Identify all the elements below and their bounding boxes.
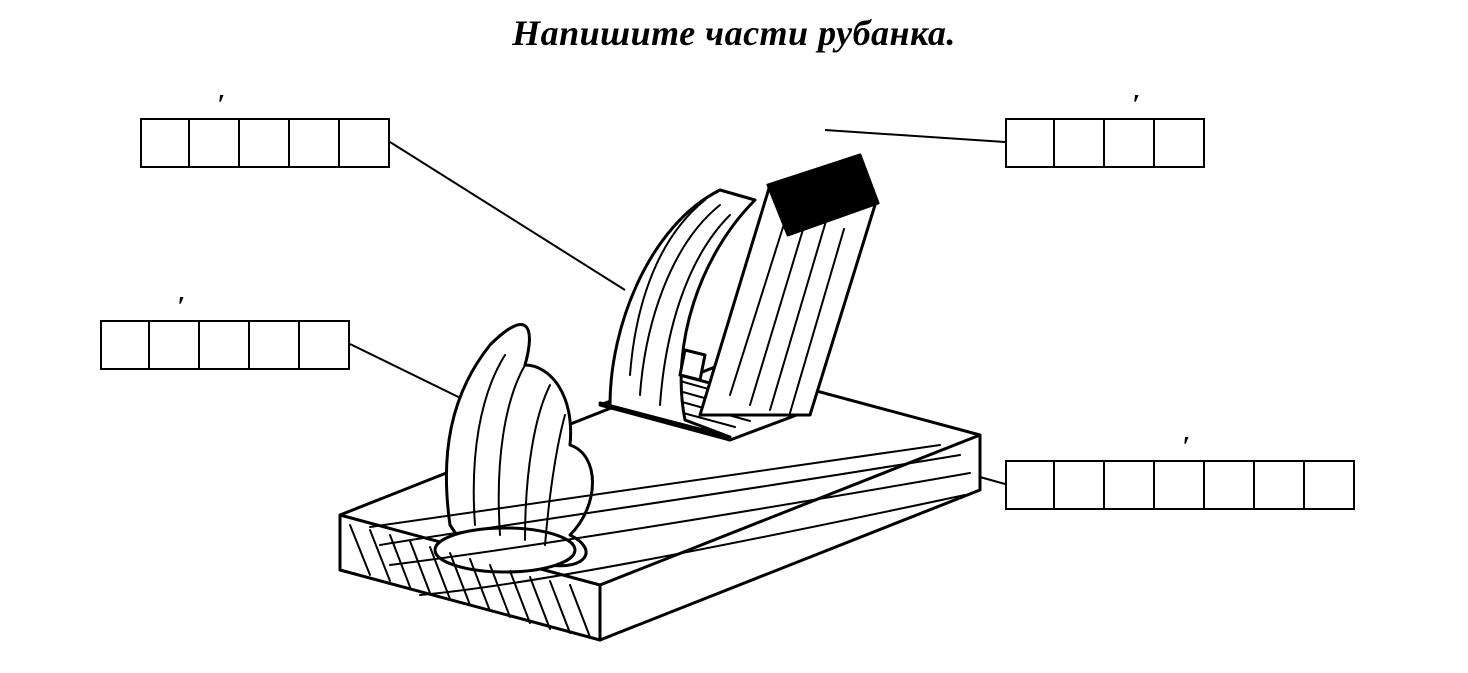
answer-cell[interactable] bbox=[140, 118, 190, 168]
answer-box-bot-right[interactable] bbox=[1005, 460, 1355, 510]
answer-cell[interactable] bbox=[1055, 460, 1105, 510]
answer-cell[interactable] bbox=[1155, 460, 1205, 510]
answer-cell[interactable] bbox=[200, 320, 250, 370]
answer-box-top-right[interactable] bbox=[1005, 118, 1205, 168]
answer-cell[interactable] bbox=[1055, 118, 1105, 168]
answer-cell[interactable] bbox=[1105, 460, 1155, 510]
answer-cell[interactable] bbox=[1205, 460, 1255, 510]
answer-cell[interactable] bbox=[190, 118, 240, 168]
answer-cell[interactable] bbox=[240, 118, 290, 168]
accent-bot-right: ′ bbox=[1183, 434, 1191, 462]
answer-cell[interactable] bbox=[100, 320, 150, 370]
answer-cell[interactable] bbox=[250, 320, 300, 370]
answer-cell[interactable] bbox=[1155, 118, 1205, 168]
worksheet-stage: Напишите части рубанка. ′ ′ ′ ′ bbox=[0, 0, 1468, 673]
accent-top-left: ′ bbox=[218, 92, 226, 120]
plane-illustration bbox=[300, 95, 1020, 655]
accent-top-right: ′ bbox=[1133, 92, 1141, 120]
answer-cell[interactable] bbox=[1105, 118, 1155, 168]
answer-cell[interactable] bbox=[1305, 460, 1355, 510]
answer-cell[interactable] bbox=[1255, 460, 1305, 510]
answer-cell[interactable] bbox=[150, 320, 200, 370]
accent-mid-left: ′ bbox=[178, 294, 186, 322]
